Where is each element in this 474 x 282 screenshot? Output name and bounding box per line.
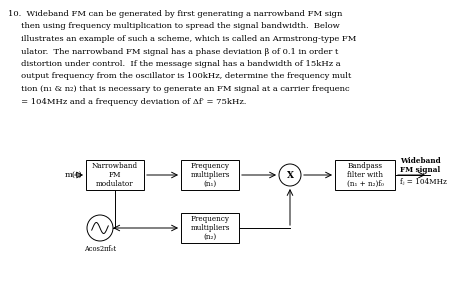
- FancyBboxPatch shape: [181, 213, 239, 243]
- Text: m(t): m(t): [65, 171, 83, 179]
- Text: illustrates an example of such a scheme, which is called an Armstrong-type FM: illustrates an example of such a scheme,…: [8, 35, 356, 43]
- Text: = 104MHz and a frequency deviation of Δf′ = 75kHz.: = 104MHz and a frequency deviation of Δf…: [8, 98, 246, 105]
- Text: 10.  Wideband FM can be generated by first generating a narrowband FM sign: 10. Wideband FM can be generated by firs…: [8, 10, 342, 18]
- Text: tion (n₁ & n₂) that is necessary to generate an FM signal at a carrier frequenc: tion (n₁ & n₂) that is necessary to gene…: [8, 85, 350, 93]
- Text: Acos2πf₀t: Acos2πf₀t: [84, 245, 116, 253]
- Circle shape: [87, 215, 113, 241]
- Text: Wideband
FM signal: Wideband FM signal: [400, 157, 441, 174]
- Circle shape: [279, 164, 301, 186]
- Text: X: X: [286, 171, 293, 180]
- Text: Narrowband
FM
modulator: Narrowband FM modulator: [92, 162, 138, 188]
- Text: Bandpass
filter with
(n₁ + n₂)f₀: Bandpass filter with (n₁ + n₂)f₀: [346, 162, 383, 188]
- Text: ulator.  The narrowband FM signal has a phase deviation β of 0.1 in order t: ulator. The narrowband FM signal has a p…: [8, 47, 338, 56]
- FancyBboxPatch shape: [335, 160, 395, 190]
- Text: fⱼ = 104MHz: fⱼ = 104MHz: [400, 178, 447, 186]
- Text: Frequency
multipliers
(n₂): Frequency multipliers (n₂): [191, 215, 230, 241]
- Text: distortion under control.  If the message signal has a bandwidth of 15kHz a: distortion under control. If the message…: [8, 60, 341, 68]
- Text: output frequency from the oscillator is 100kHz, determine the frequency mult: output frequency from the oscillator is …: [8, 72, 351, 80]
- Text: then using frequency multiplication to spread the signal bandwidth.  Below: then using frequency multiplication to s…: [8, 23, 340, 30]
- Text: Frequency
multipliers
(n₁): Frequency multipliers (n₁): [191, 162, 230, 188]
- FancyBboxPatch shape: [181, 160, 239, 190]
- FancyBboxPatch shape: [86, 160, 144, 190]
